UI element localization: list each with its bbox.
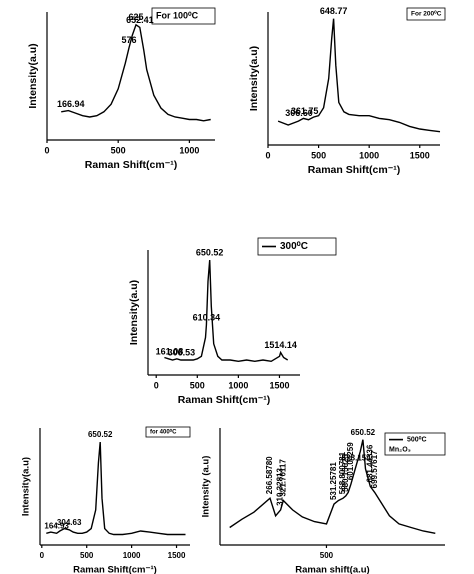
x-tick-label: 0 xyxy=(40,551,45,560)
legend-box xyxy=(384,432,446,456)
peak-label: 648.77 xyxy=(320,6,348,16)
x-tick-label: 1000 xyxy=(359,150,379,160)
x-axis-label: Raman Shift(cm⁻¹) xyxy=(178,394,270,406)
peak-label: 310.32813 xyxy=(276,468,285,506)
x-tick-label: 500 xyxy=(190,380,205,390)
legend-label: for 400⁰C xyxy=(150,429,177,436)
x-tick-label: 1500 xyxy=(168,551,186,560)
peak-label: 650.52 xyxy=(351,428,376,437)
x-tick-label: 1500 xyxy=(269,380,289,390)
spectrum-line xyxy=(164,259,289,363)
peak-label: 568.800781 xyxy=(338,451,347,494)
peak-label: 650.52 xyxy=(88,430,113,439)
y-axis-label: Intensity(a.u) xyxy=(21,457,32,516)
x-axis-label: Raman Shift(cm⁻¹) xyxy=(73,565,157,574)
peak-label: 681.44336 xyxy=(365,444,374,482)
peak-label: 161.08 xyxy=(156,346,184,356)
x-tick-label: 500 xyxy=(320,551,334,560)
peak-label: 164.93 xyxy=(44,521,69,530)
peak-label: 652.41 xyxy=(126,15,154,25)
legend-box xyxy=(257,237,337,256)
peak-label: 531.25781 xyxy=(329,462,338,500)
peak-label: 1514.14 xyxy=(264,340,297,350)
x-tick-label: 0 xyxy=(154,380,159,390)
peak-label: 306.60 xyxy=(285,108,313,118)
x-tick-label: 1000 xyxy=(123,551,141,560)
legend-note: Mn₂O₃ xyxy=(389,446,411,453)
x-tick-label: 0 xyxy=(265,150,270,160)
legend-label: For 200⁰C xyxy=(411,10,442,18)
spectrum-line xyxy=(229,439,436,534)
peak-label: 266.58780 xyxy=(265,456,274,494)
y-axis-label: Intensity(a.u) xyxy=(27,43,39,108)
legend-label: 300⁰C xyxy=(280,241,308,252)
x-tick-label: 500 xyxy=(111,145,126,155)
x-axis-label: Raman Shift(cm⁻¹) xyxy=(308,164,400,176)
peak-label: 576 xyxy=(121,35,136,45)
x-tick-label: 500 xyxy=(80,551,94,560)
peak-label: 699.57617 xyxy=(370,450,379,488)
peak-label: 304.63 xyxy=(57,518,82,527)
spectrum-line xyxy=(277,18,441,133)
peak-label: 580.15625 xyxy=(341,453,350,491)
legend-box xyxy=(406,7,446,21)
x-axis-label: Raman Shift(cm⁻¹) xyxy=(85,159,177,171)
x-tick-label: 0 xyxy=(44,145,49,155)
peak-label: 361.75 xyxy=(291,106,319,116)
peak-label: 306.53 xyxy=(168,347,196,357)
legend-box xyxy=(145,426,191,438)
legend-label: 500⁰C xyxy=(407,435,427,443)
peak-label: 321.70117 xyxy=(278,459,287,497)
peak-label: 601.04259 xyxy=(346,442,355,480)
y-axis-label: Intensity(a.u) xyxy=(128,280,140,345)
x-tick-label: 1500 xyxy=(410,150,430,160)
y-axis-label: Intensity (a.u) xyxy=(201,456,212,518)
y-axis-label: Intensity(a.u) xyxy=(248,46,260,111)
x-axis-label: Raman shift(a.u) xyxy=(295,565,369,574)
spectrum-line xyxy=(61,23,211,122)
legend-label: For 100⁰C xyxy=(156,10,199,20)
legend-box xyxy=(151,7,216,25)
peak-label: 166.94 xyxy=(57,99,85,109)
peak-label: 625 xyxy=(128,12,143,22)
peak-label: 650.52 xyxy=(196,247,224,257)
peak-label: 623.154 xyxy=(342,454,371,463)
x-tick-label: 500 xyxy=(311,150,326,160)
x-tick-label: 1000 xyxy=(179,145,199,155)
x-tick-label: 1000 xyxy=(228,380,248,390)
peak-label: 610.34 xyxy=(193,312,221,322)
spectrum-line xyxy=(46,441,186,536)
